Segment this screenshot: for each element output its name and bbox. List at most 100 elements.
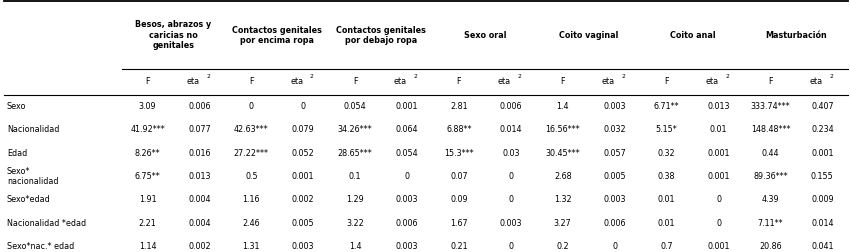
Text: 2: 2 bbox=[829, 74, 833, 79]
Text: Coito vaginal: Coito vaginal bbox=[559, 31, 619, 40]
Text: 0.09: 0.09 bbox=[450, 196, 468, 204]
Text: 2: 2 bbox=[414, 74, 417, 79]
Text: 2.46: 2.46 bbox=[242, 219, 260, 228]
Text: 2: 2 bbox=[310, 74, 314, 79]
Text: 42.63***: 42.63*** bbox=[234, 125, 269, 134]
Text: F: F bbox=[456, 77, 462, 86]
Text: 0: 0 bbox=[301, 102, 306, 111]
Text: 0: 0 bbox=[508, 172, 513, 181]
Text: 0: 0 bbox=[249, 102, 254, 111]
Text: 0.003: 0.003 bbox=[292, 242, 314, 251]
Text: Masturbación: Masturbación bbox=[766, 31, 827, 40]
Text: 16.56***: 16.56*** bbox=[546, 125, 580, 134]
Text: eta: eta bbox=[602, 77, 615, 86]
Text: 0.407: 0.407 bbox=[811, 102, 834, 111]
Text: 0.004: 0.004 bbox=[188, 196, 211, 204]
Text: 2: 2 bbox=[518, 74, 522, 79]
Text: 3.27: 3.27 bbox=[554, 219, 572, 228]
Text: Nacionalidad: Nacionalidad bbox=[7, 125, 60, 134]
Text: 0.014: 0.014 bbox=[500, 125, 522, 134]
Text: Coito anal: Coito anal bbox=[670, 31, 716, 40]
Text: 0.064: 0.064 bbox=[396, 125, 418, 134]
Text: 0.006: 0.006 bbox=[396, 219, 418, 228]
Text: eta: eta bbox=[809, 77, 822, 86]
Text: Sexo*edad: Sexo*edad bbox=[7, 196, 50, 204]
Text: 0.003: 0.003 bbox=[604, 102, 626, 111]
Text: 0.077: 0.077 bbox=[188, 125, 211, 134]
Text: Sexo*nac.* edad: Sexo*nac.* edad bbox=[7, 242, 74, 251]
Text: 0.155: 0.155 bbox=[811, 172, 834, 181]
Text: Nacionalidad *edad: Nacionalidad *edad bbox=[7, 219, 86, 228]
Text: 0.009: 0.009 bbox=[811, 196, 834, 204]
Text: 1.67: 1.67 bbox=[450, 219, 468, 228]
Text: 0.013: 0.013 bbox=[707, 102, 730, 111]
Text: 0.001: 0.001 bbox=[707, 242, 730, 251]
Text: 0.057: 0.057 bbox=[604, 149, 626, 158]
Text: 1.14: 1.14 bbox=[139, 242, 156, 251]
Text: 0: 0 bbox=[716, 219, 721, 228]
Text: 27.22***: 27.22*** bbox=[234, 149, 269, 158]
Text: 0.32: 0.32 bbox=[658, 149, 676, 158]
Text: 15.3***: 15.3*** bbox=[445, 149, 473, 158]
Text: 0.01: 0.01 bbox=[710, 125, 728, 134]
Text: 0.001: 0.001 bbox=[811, 149, 834, 158]
Text: 1.31: 1.31 bbox=[242, 242, 260, 251]
Text: 0.054: 0.054 bbox=[344, 102, 366, 111]
Text: 30.45***: 30.45*** bbox=[546, 149, 580, 158]
Text: 0.004: 0.004 bbox=[188, 219, 211, 228]
Text: 0: 0 bbox=[716, 196, 721, 204]
Text: 2.68: 2.68 bbox=[554, 172, 571, 181]
Text: 1.32: 1.32 bbox=[554, 196, 571, 204]
Text: 0.016: 0.016 bbox=[188, 149, 211, 158]
Text: 4.39: 4.39 bbox=[762, 196, 779, 204]
Text: 2: 2 bbox=[725, 74, 729, 79]
Text: F: F bbox=[249, 77, 253, 86]
Text: 0.01: 0.01 bbox=[658, 196, 676, 204]
Text: Contactos genitales
por encima ropa: Contactos genitales por encima ropa bbox=[232, 26, 322, 45]
Text: 0.234: 0.234 bbox=[811, 125, 834, 134]
Text: 0.054: 0.054 bbox=[396, 149, 418, 158]
Text: F: F bbox=[145, 77, 150, 86]
Text: 7.11**: 7.11** bbox=[757, 219, 783, 228]
Text: 6.75**: 6.75** bbox=[134, 172, 161, 181]
Text: 1.4: 1.4 bbox=[348, 242, 361, 251]
Text: Contactos genitales
por debajo ropa: Contactos genitales por debajo ropa bbox=[336, 26, 426, 45]
Text: 0.003: 0.003 bbox=[396, 242, 418, 251]
Text: 1.16: 1.16 bbox=[242, 196, 260, 204]
Text: 89.36***: 89.36*** bbox=[753, 172, 788, 181]
Text: 0.006: 0.006 bbox=[188, 102, 211, 111]
Text: 0.014: 0.014 bbox=[811, 219, 834, 228]
Text: 0: 0 bbox=[508, 242, 513, 251]
Text: 0.01: 0.01 bbox=[658, 219, 676, 228]
Text: 6.71**: 6.71** bbox=[654, 102, 679, 111]
Text: 0.7: 0.7 bbox=[660, 242, 673, 251]
Text: 0.001: 0.001 bbox=[396, 102, 418, 111]
Text: 0.005: 0.005 bbox=[292, 219, 314, 228]
Text: Sexo: Sexo bbox=[7, 102, 26, 111]
Text: F: F bbox=[560, 77, 565, 86]
Text: 0.005: 0.005 bbox=[604, 172, 626, 181]
Text: 0.013: 0.013 bbox=[188, 172, 211, 181]
Text: 0.079: 0.079 bbox=[292, 125, 314, 134]
Text: 1.4: 1.4 bbox=[557, 102, 569, 111]
Text: Edad: Edad bbox=[7, 149, 27, 158]
Text: 0.001: 0.001 bbox=[292, 172, 314, 181]
Text: eta: eta bbox=[290, 77, 303, 86]
Text: F: F bbox=[665, 77, 669, 86]
Text: 0.21: 0.21 bbox=[450, 242, 468, 251]
Text: 0.041: 0.041 bbox=[811, 242, 834, 251]
Text: 3.22: 3.22 bbox=[346, 219, 364, 228]
Text: 3.09: 3.09 bbox=[139, 102, 156, 111]
Text: 0.002: 0.002 bbox=[292, 196, 314, 204]
Text: 2: 2 bbox=[207, 74, 210, 79]
Text: eta: eta bbox=[394, 77, 407, 86]
Text: 28.65***: 28.65*** bbox=[337, 149, 372, 158]
Text: F: F bbox=[353, 77, 357, 86]
Text: 1.29: 1.29 bbox=[346, 196, 364, 204]
Text: 0.002: 0.002 bbox=[188, 242, 211, 251]
Text: 2: 2 bbox=[621, 74, 626, 79]
Text: 34.26***: 34.26*** bbox=[337, 125, 372, 134]
Text: 6.88**: 6.88** bbox=[446, 125, 472, 134]
Text: 2.81: 2.81 bbox=[450, 102, 468, 111]
Text: eta: eta bbox=[706, 77, 718, 86]
